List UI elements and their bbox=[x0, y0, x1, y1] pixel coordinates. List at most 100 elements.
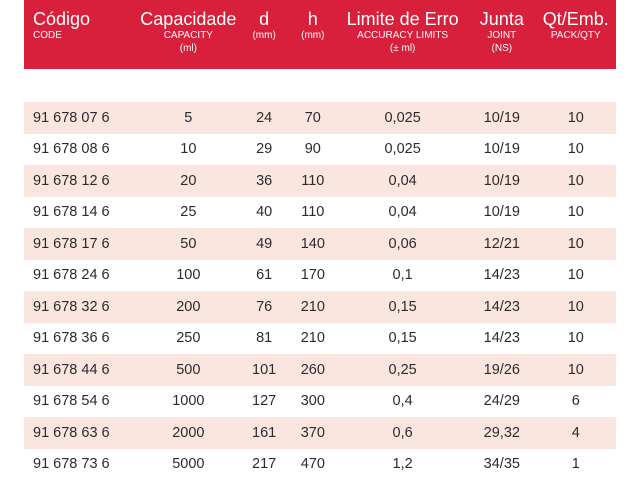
table-row: 91 678 36 6 250 81 210 0,15 14/23 10 bbox=[24, 322, 616, 354]
cell-h: 370 bbox=[300, 424, 325, 441]
table-body: 91 678 07 6 5 24 70 0,025 10/19 10 91 678 08 6 1… bbox=[24, 102, 616, 480]
cell-h: 170 bbox=[300, 267, 325, 284]
cell-d: 161 bbox=[252, 424, 277, 441]
cell-qty: 10 bbox=[567, 298, 584, 315]
cell-capacity: 25 bbox=[180, 204, 197, 221]
cell-joint: 14/23 bbox=[483, 330, 520, 347]
header-joint: Junta JOINT (NS) bbox=[468, 0, 535, 69]
cell-code: 91 678 63 6 bbox=[33, 424, 110, 441]
cell-joint: 14/23 bbox=[483, 298, 520, 315]
cell-code: 91 678 32 6 bbox=[33, 298, 110, 315]
table-row: 91 678 17 6 50 49 140 0,06 12/21 10 bbox=[24, 228, 616, 260]
cell-capacity: 10 bbox=[180, 141, 197, 158]
cell-limit: 0,1 bbox=[392, 267, 413, 284]
header-qty: Qt/Emb. PACK/QTY bbox=[536, 0, 616, 69]
header-joint-label: Junta bbox=[479, 9, 524, 29]
cell-limit: 0,04 bbox=[388, 204, 417, 221]
header-joint-unit: (NS) bbox=[491, 43, 513, 54]
cell-h: 70 bbox=[304, 109, 321, 126]
cell-code: 91 678 54 6 bbox=[33, 393, 110, 410]
cell-joint: 10/19 bbox=[483, 109, 520, 126]
cell-code: 91 678 07 6 bbox=[33, 109, 110, 126]
cell-d: 61 bbox=[256, 267, 273, 284]
cell-joint: 29,32 bbox=[483, 424, 520, 441]
header-code-label: Código bbox=[33, 9, 91, 29]
table-row: 91 678 07 6 5 24 70 0,025 10/19 10 bbox=[24, 102, 616, 134]
cell-d: 49 bbox=[256, 235, 273, 252]
header-capacity-label: Capacidade bbox=[140, 9, 237, 29]
table-row: 91 678 24 6 100 61 170 0,1 14/23 10 bbox=[24, 259, 616, 291]
table-header: Código CODE Capacidade CAPACITY (ml) d (… bbox=[24, 0, 616, 69]
header-limit: Limite de Erro ACCURACY LIMITS (± ml) bbox=[337, 0, 468, 69]
cell-code: 91 678 44 6 bbox=[33, 361, 110, 378]
cell-joint: 34/35 bbox=[483, 456, 520, 473]
header-code-sublabel: CODE bbox=[33, 30, 62, 41]
cell-d: 101 bbox=[252, 361, 277, 378]
cell-capacity: 200 bbox=[176, 298, 201, 315]
cell-qty: 10 bbox=[567, 204, 584, 221]
cell-limit: 0,025 bbox=[384, 141, 421, 158]
cell-qty: 10 bbox=[567, 235, 584, 252]
table-row: 91 678 32 6 200 76 210 0,15 14/23 10 bbox=[24, 291, 616, 323]
cell-d: 81 bbox=[256, 330, 273, 347]
cell-d: 36 bbox=[256, 172, 273, 189]
table-row: 91 678 63 6 2000 161 370 0,6 29,32 4 bbox=[24, 417, 616, 449]
cell-d: 217 bbox=[252, 456, 277, 473]
cell-joint: 10/19 bbox=[483, 204, 520, 221]
cell-h: 110 bbox=[301, 172, 325, 189]
cell-code: 91 678 17 6 bbox=[33, 235, 110, 252]
header-qty-label: Qt/Emb. bbox=[542, 9, 609, 29]
cell-capacity: 2000 bbox=[172, 424, 205, 441]
cell-capacity: 100 bbox=[176, 267, 201, 284]
cell-limit: 1,2 bbox=[392, 456, 413, 473]
cell-d: 127 bbox=[252, 393, 277, 410]
product-table: Código CODE Capacidade CAPACITY (ml) d (… bbox=[24, 0, 616, 480]
cell-joint: 24/29 bbox=[483, 393, 520, 410]
header-d-unit: (mm) bbox=[252, 30, 276, 41]
cell-qty: 10 bbox=[567, 141, 584, 158]
cell-code: 91 678 73 6 bbox=[33, 456, 110, 473]
table-row: 91 678 08 6 10 29 90 0,025 10/19 10 bbox=[24, 133, 616, 165]
cell-d: 40 bbox=[256, 204, 273, 221]
header-limit-sublabel: ACCURACY LIMITS bbox=[357, 30, 449, 41]
cell-qty: 6 bbox=[571, 393, 580, 410]
cell-h: 210 bbox=[300, 298, 325, 315]
header-limit-unit: (± ml) bbox=[389, 43, 416, 54]
cell-limit: 0,25 bbox=[388, 361, 417, 378]
header-qty-sublabel: PACK/QTY bbox=[550, 30, 601, 41]
cell-limit: 0,4 bbox=[392, 393, 413, 410]
cell-joint: 12/21 bbox=[483, 235, 520, 252]
header-joint-sublabel: JOINT bbox=[487, 30, 517, 41]
cell-joint: 10/19 bbox=[483, 172, 520, 189]
header-d-label: d bbox=[259, 9, 270, 29]
cell-joint: 19/26 bbox=[483, 361, 520, 378]
cell-qty: 10 bbox=[567, 361, 584, 378]
header-d: d (mm) bbox=[240, 0, 289, 69]
header-h: h (mm) bbox=[288, 0, 337, 69]
header-capacity-sublabel: CAPACITY bbox=[163, 30, 213, 41]
cell-h: 90 bbox=[304, 141, 321, 158]
cell-h: 140 bbox=[300, 235, 325, 252]
cell-limit: 0,15 bbox=[388, 330, 417, 347]
cell-code: 91 678 14 6 bbox=[33, 204, 110, 221]
cell-code: 91 678 36 6 bbox=[33, 330, 110, 347]
cell-qty: 10 bbox=[567, 172, 584, 189]
cell-h: 210 bbox=[300, 330, 325, 347]
table-row: 91 678 12 6 20 36 110 0,04 10/19 10 bbox=[24, 165, 616, 197]
cell-d: 76 bbox=[256, 298, 273, 315]
header-code: Código CODE bbox=[24, 0, 137, 69]
cell-limit: 0,6 bbox=[392, 424, 413, 441]
header-capacity: Capacidade CAPACITY (ml) bbox=[137, 0, 240, 69]
cell-joint: 10/19 bbox=[483, 141, 520, 158]
cell-qty: 10 bbox=[567, 330, 584, 347]
cell-joint: 14/23 bbox=[483, 267, 520, 284]
cell-h: 300 bbox=[300, 393, 325, 410]
cell-qty: 10 bbox=[567, 109, 584, 126]
cell-qty: 10 bbox=[567, 267, 584, 284]
header-spacer bbox=[24, 69, 616, 102]
cell-qty: 4 bbox=[571, 424, 580, 441]
cell-capacity: 5 bbox=[184, 109, 193, 126]
cell-h: 260 bbox=[300, 361, 325, 378]
header-h-unit: (mm) bbox=[301, 30, 325, 41]
table-row: 91 678 44 6 500 101 260 0,25 19/26 10 bbox=[24, 354, 616, 386]
